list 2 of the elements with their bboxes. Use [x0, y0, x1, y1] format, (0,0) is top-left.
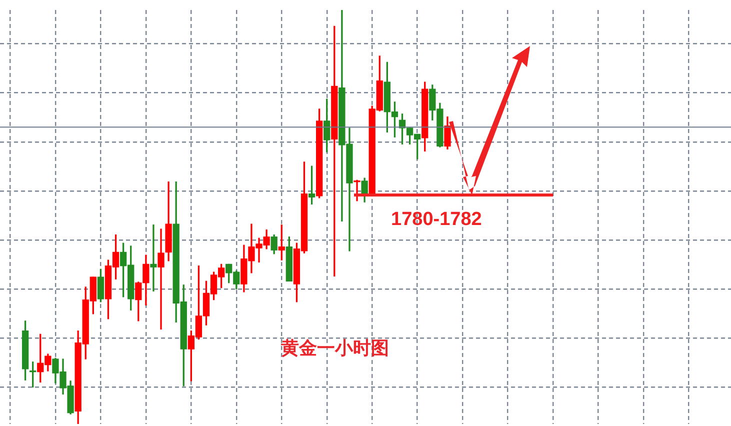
text: 黄金一小时图: [280, 337, 390, 360]
annotation: 1780-1782: [391, 208, 482, 230]
